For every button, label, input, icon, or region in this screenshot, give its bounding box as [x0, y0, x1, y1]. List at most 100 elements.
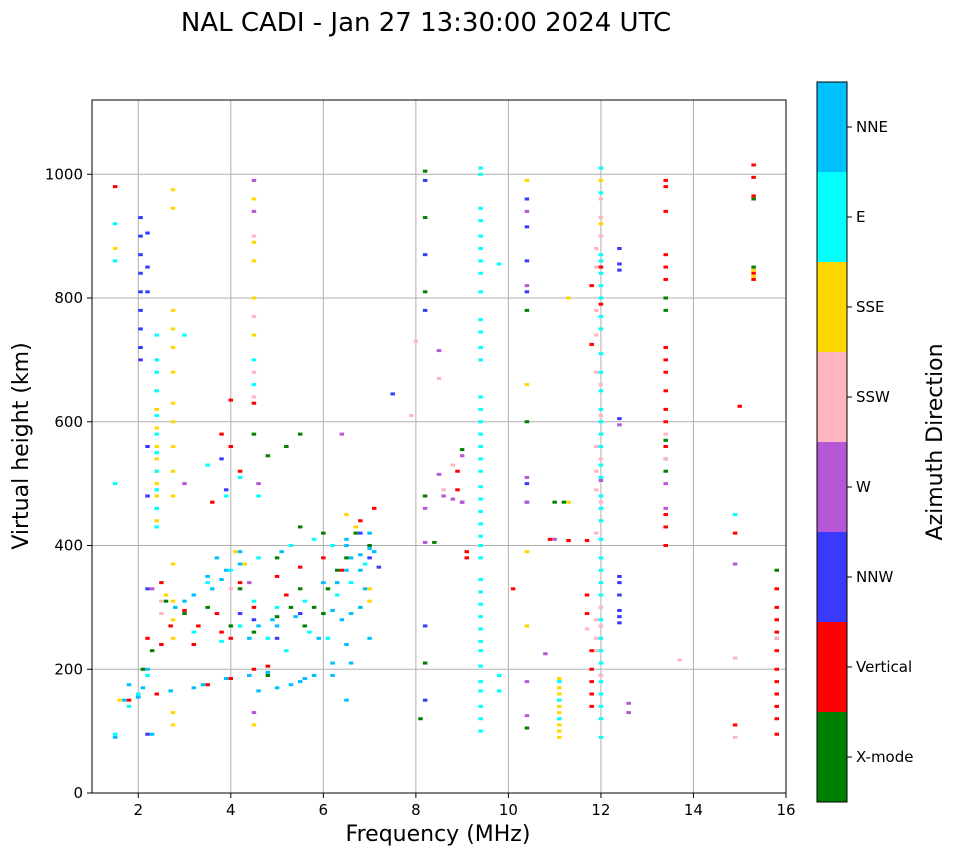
data-point	[251, 240, 257, 244]
data-point	[265, 454, 271, 458]
data-point	[732, 562, 738, 566]
data-point	[496, 262, 502, 266]
y-tick-label: 1000	[45, 165, 83, 183]
data-point	[422, 494, 428, 498]
data-point	[170, 188, 176, 192]
data-point	[159, 599, 164, 603]
chart-title: NAL CADI - Jan 27 13:30:00 2024 UTC	[181, 8, 671, 38]
data-point	[251, 358, 257, 362]
data-point	[154, 451, 160, 455]
data-point	[774, 568, 779, 572]
data-point	[524, 284, 530, 288]
data-point	[478, 420, 483, 424]
data-point	[219, 432, 224, 436]
data-point	[598, 234, 604, 238]
data-point	[145, 587, 150, 591]
data-point	[598, 296, 604, 300]
data-point	[598, 537, 604, 541]
data-point	[774, 717, 779, 721]
data-point	[598, 568, 604, 572]
data-point	[154, 488, 160, 492]
data-point	[557, 698, 562, 702]
data-point	[751, 197, 756, 201]
data-point	[422, 506, 428, 510]
data-point	[459, 454, 465, 458]
data-point	[297, 587, 303, 591]
data-point	[663, 482, 668, 486]
data-point	[450, 463, 456, 467]
data-point	[422, 624, 428, 628]
data-point	[297, 525, 303, 529]
data-point	[478, 717, 483, 721]
data-point	[247, 673, 252, 677]
data-point	[112, 222, 118, 226]
data-point	[589, 284, 594, 288]
data-point	[358, 553, 363, 557]
data-point	[598, 735, 604, 739]
data-point	[751, 271, 756, 275]
data-point	[242, 562, 247, 566]
data-point	[478, 639, 483, 643]
data-point	[524, 482, 530, 486]
data-point	[594, 488, 599, 492]
data-point	[510, 587, 516, 591]
data-point	[478, 234, 483, 238]
data-point	[251, 395, 257, 399]
data-point	[732, 656, 738, 660]
data-point	[478, 704, 483, 708]
data-point	[598, 420, 604, 424]
x-axis-label: Frequency (MHz)	[346, 822, 531, 847]
data-point	[584, 539, 590, 543]
data-point	[371, 506, 377, 510]
data-point	[367, 587, 372, 591]
data-point	[256, 482, 261, 486]
data-point	[170, 308, 176, 312]
data-point	[251, 178, 257, 182]
data-point	[598, 315, 604, 319]
colorbar: X-mode Vertical NNW W SSW SSE E NNE	[816, 81, 913, 803]
data-point	[274, 556, 280, 560]
data-point	[478, 407, 483, 411]
data-point	[367, 531, 372, 535]
data-point	[663, 253, 668, 257]
colorbar-swatch	[817, 442, 847, 532]
data-point	[478, 509, 483, 513]
data-point	[663, 209, 668, 213]
data-point	[478, 259, 483, 263]
data-point	[663, 346, 668, 349]
data-point	[524, 290, 530, 294]
data-point	[297, 432, 303, 436]
data-point	[191, 630, 197, 634]
data-point	[617, 608, 622, 612]
colorbar-frame	[816, 81, 848, 803]
data-point	[663, 506, 668, 510]
data-point	[598, 463, 604, 467]
data-point	[598, 680, 604, 684]
data-point	[302, 599, 308, 603]
data-point	[617, 581, 622, 585]
data-point	[617, 615, 622, 619]
data-point	[594, 247, 599, 250]
data-point	[251, 723, 257, 727]
data-point	[228, 398, 234, 402]
data-point	[154, 407, 160, 411]
y-tick-label: 600	[54, 413, 83, 431]
data-point	[464, 556, 470, 560]
data-point	[478, 432, 483, 436]
data-point	[459, 500, 465, 504]
data-point	[478, 219, 483, 223]
data-point	[598, 265, 604, 269]
data-point	[138, 216, 143, 220]
data-point	[478, 469, 483, 473]
data-point	[478, 318, 483, 322]
data-point	[663, 469, 668, 473]
data-point	[170, 445, 176, 448]
data-point	[598, 259, 604, 263]
data-point	[732, 513, 738, 517]
data-point	[205, 463, 210, 467]
data-point	[617, 417, 622, 421]
colorbar-label: SSE	[856, 298, 885, 316]
data-point	[334, 593, 340, 597]
data-point	[598, 475, 604, 479]
data-point	[594, 370, 599, 374]
